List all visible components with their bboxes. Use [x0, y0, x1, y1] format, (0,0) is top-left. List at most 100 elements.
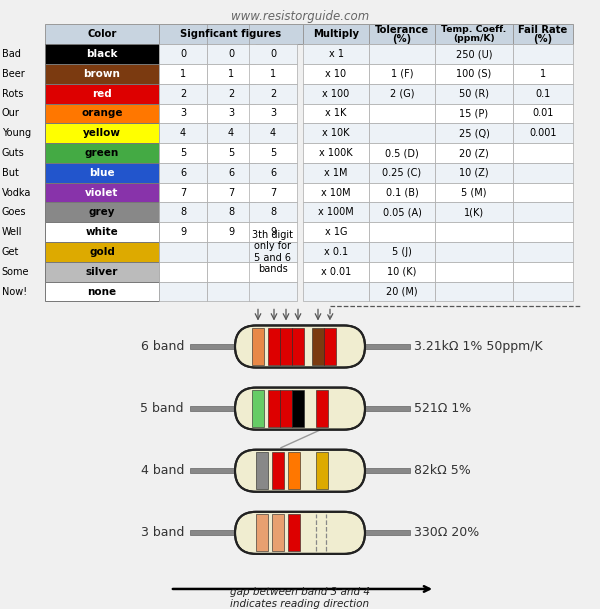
- Text: 3: 3: [228, 108, 234, 118]
- Text: x 100: x 100: [322, 89, 350, 99]
- Bar: [207, 242, 255, 262]
- Bar: [369, 143, 435, 163]
- Bar: [249, 222, 297, 242]
- Bar: [249, 64, 297, 83]
- Bar: [303, 242, 369, 262]
- Text: 1: 1: [228, 69, 234, 79]
- Text: 5: 5: [228, 148, 234, 158]
- Text: 5: 5: [270, 148, 276, 158]
- Text: 20 (Z): 20 (Z): [459, 148, 489, 158]
- Text: 5 (J): 5 (J): [392, 247, 412, 257]
- Bar: [513, 202, 573, 222]
- Text: 20 (M): 20 (M): [386, 287, 418, 297]
- Bar: [435, 24, 513, 44]
- Text: orange: orange: [81, 108, 123, 118]
- Bar: [45, 143, 159, 163]
- Text: 6: 6: [270, 168, 276, 178]
- Text: 330Ω 20%: 330Ω 20%: [414, 526, 479, 540]
- Text: 3 band: 3 band: [140, 526, 184, 540]
- Text: 0.1: 0.1: [535, 89, 551, 99]
- Text: 2 (G): 2 (G): [390, 89, 414, 99]
- Text: 5 (M): 5 (M): [461, 188, 487, 197]
- Text: (ppm/K): (ppm/K): [453, 34, 495, 43]
- Bar: [365, 530, 410, 535]
- Bar: [207, 262, 255, 281]
- Bar: [159, 222, 207, 242]
- Bar: [256, 515, 268, 551]
- Bar: [435, 84, 513, 104]
- Text: 0.5 (D): 0.5 (D): [385, 148, 419, 158]
- Bar: [369, 242, 435, 262]
- Bar: [303, 104, 369, 123]
- FancyBboxPatch shape: [235, 387, 365, 430]
- Bar: [435, 242, 513, 262]
- Bar: [45, 222, 159, 242]
- Text: 1(K): 1(K): [464, 208, 484, 217]
- Text: x 10: x 10: [325, 69, 347, 79]
- Text: 1: 1: [540, 69, 546, 79]
- Text: 100 (S): 100 (S): [457, 69, 491, 79]
- Text: 2: 2: [180, 89, 186, 99]
- Bar: [45, 163, 159, 183]
- Bar: [303, 222, 369, 242]
- Text: Some: Some: [2, 267, 29, 276]
- Text: But: But: [2, 168, 19, 178]
- Text: 9: 9: [270, 227, 276, 237]
- Text: 7: 7: [270, 188, 276, 197]
- Text: x 10K: x 10K: [322, 128, 350, 138]
- Bar: [369, 183, 435, 202]
- Bar: [159, 163, 207, 183]
- Bar: [159, 183, 207, 202]
- Text: x 0.01: x 0.01: [321, 267, 351, 276]
- Bar: [369, 44, 435, 64]
- Bar: [207, 163, 255, 183]
- Bar: [435, 183, 513, 202]
- Bar: [369, 24, 435, 44]
- Bar: [159, 84, 207, 104]
- Bar: [365, 468, 410, 473]
- Bar: [303, 123, 369, 143]
- Text: 8: 8: [228, 208, 234, 217]
- Bar: [369, 222, 435, 242]
- Text: Signficant figures: Signficant figures: [181, 29, 281, 39]
- Text: 25 (Q): 25 (Q): [458, 128, 490, 138]
- Bar: [207, 104, 255, 123]
- Bar: [316, 390, 328, 427]
- Bar: [369, 262, 435, 281]
- Text: Rots: Rots: [2, 89, 23, 99]
- Bar: [207, 84, 255, 104]
- Bar: [435, 44, 513, 64]
- Bar: [513, 143, 573, 163]
- Bar: [513, 64, 573, 83]
- Text: grey: grey: [89, 208, 115, 217]
- Bar: [252, 390, 264, 427]
- Text: 6: 6: [180, 168, 186, 178]
- Bar: [513, 281, 573, 301]
- Bar: [249, 143, 297, 163]
- Text: blue: blue: [89, 168, 115, 178]
- Text: Now!: Now!: [2, 287, 27, 297]
- Bar: [190, 406, 235, 411]
- Bar: [435, 123, 513, 143]
- Bar: [249, 44, 297, 64]
- Text: 0.001: 0.001: [529, 128, 557, 138]
- Bar: [312, 328, 324, 365]
- Text: violet: violet: [85, 188, 119, 197]
- Text: 4: 4: [270, 128, 276, 138]
- Text: www.resistorguide.com: www.resistorguide.com: [231, 10, 369, 23]
- Text: black: black: [86, 49, 118, 59]
- Text: 5 band: 5 band: [140, 402, 184, 415]
- Bar: [435, 64, 513, 83]
- Text: Get: Get: [2, 247, 19, 257]
- Bar: [159, 262, 207, 281]
- Text: Guts: Guts: [2, 148, 25, 158]
- Bar: [316, 452, 328, 489]
- Bar: [369, 202, 435, 222]
- Text: Bad: Bad: [2, 49, 20, 59]
- Bar: [435, 163, 513, 183]
- Text: (%): (%): [533, 33, 553, 44]
- Bar: [513, 183, 573, 202]
- Bar: [45, 242, 159, 262]
- Bar: [435, 202, 513, 222]
- Text: 2: 2: [228, 89, 234, 99]
